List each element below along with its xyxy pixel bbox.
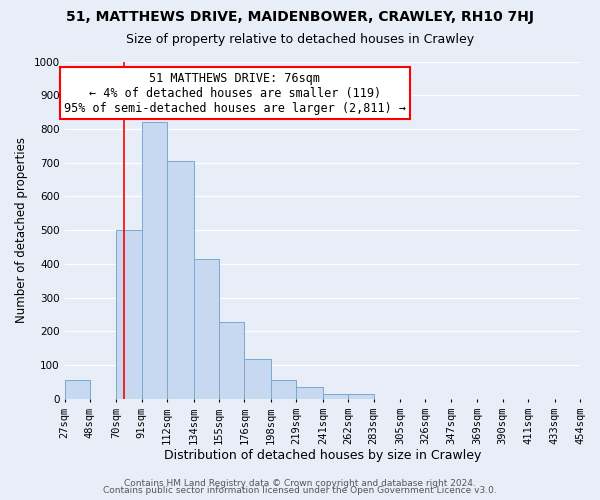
Bar [296,387,323,399]
Text: Contains public sector information licensed under the Open Government Licence v3: Contains public sector information licen… [103,486,497,495]
Bar [348,394,374,399]
Bar [219,322,244,399]
Bar [116,230,142,399]
Bar [194,259,219,399]
Bar [167,161,194,399]
Bar [244,359,271,399]
Bar [65,380,90,399]
Y-axis label: Number of detached properties: Number of detached properties [15,137,28,323]
Bar [323,394,348,399]
Text: 51, MATTHEWS DRIVE, MAIDENBOWER, CRAWLEY, RH10 7HJ: 51, MATTHEWS DRIVE, MAIDENBOWER, CRAWLEY… [66,10,534,24]
Text: 51 MATTHEWS DRIVE: 76sqm
← 4% of detached houses are smaller (119)
95% of semi-d: 51 MATTHEWS DRIVE: 76sqm ← 4% of detache… [64,72,406,114]
Text: Size of property relative to detached houses in Crawley: Size of property relative to detached ho… [126,32,474,46]
X-axis label: Distribution of detached houses by size in Crawley: Distribution of detached houses by size … [164,450,481,462]
Bar [271,380,296,399]
Bar [142,122,167,399]
Text: Contains HM Land Registry data © Crown copyright and database right 2024.: Contains HM Land Registry data © Crown c… [124,478,476,488]
